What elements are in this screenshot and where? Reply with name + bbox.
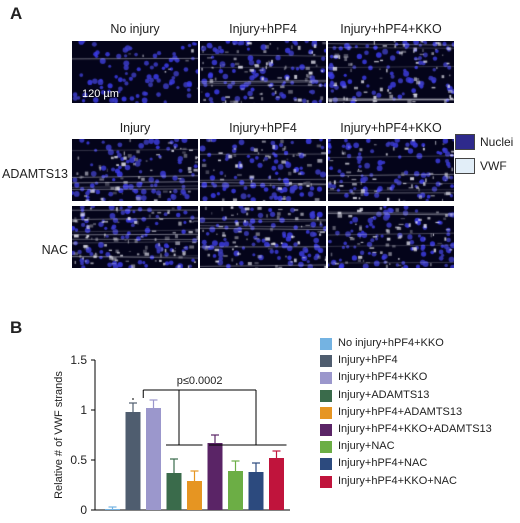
legend-label-3: Injury+ADAMTS13 bbox=[338, 388, 430, 401]
legend-label-7: Injury+hPF4+NAC bbox=[338, 457, 428, 470]
col-title-injury-hpf4-kko-2: Injury+hPF4+KKO bbox=[340, 121, 442, 135]
y-tick-label-1: 0.5 bbox=[70, 453, 87, 467]
key-swatch-vwf bbox=[455, 158, 475, 174]
legend-swatch-7 bbox=[320, 458, 332, 471]
bar-3 bbox=[166, 473, 182, 510]
micrograph-injury-hpf4 bbox=[200, 41, 326, 103]
bar-8 bbox=[269, 458, 284, 510]
key-label-nuclei: Nuclei bbox=[480, 135, 514, 149]
bar-0 bbox=[105, 509, 120, 510]
y-tick-label-0: 0 bbox=[80, 503, 87, 517]
bar-5 bbox=[207, 443, 223, 510]
legend-label-6: Injury+NAC bbox=[338, 440, 395, 453]
col-title-injury: Injury bbox=[119, 121, 151, 135]
bar-6 bbox=[228, 471, 243, 510]
y-axis-label: Relative # of VWF strands bbox=[53, 371, 65, 499]
y-tick-label-2: 1 bbox=[80, 403, 87, 417]
scale-bar-label: 120 µm bbox=[82, 88, 119, 100]
bar-4 bbox=[187, 481, 202, 510]
legend-swatch-6 bbox=[320, 441, 332, 454]
micrograph-injury-hpf4-kko bbox=[328, 41, 454, 103]
legend-swatch-2 bbox=[320, 372, 332, 385]
row-label-adamts13: ADAMTS13 bbox=[2, 167, 68, 181]
bar-1 bbox=[125, 412, 141, 510]
legend-swatch-5 bbox=[320, 424, 332, 436]
legend-label-8: Injury+hPF4+KKO+NAC bbox=[338, 474, 457, 487]
legend-label-1: Injury+hPF4 bbox=[338, 354, 398, 367]
bar-7 bbox=[248, 472, 264, 510]
y-tick-label-3: 1.5 bbox=[70, 353, 87, 367]
legend-swatch-8 bbox=[320, 475, 332, 488]
legend-label-2: Injury+hPF4+KKO bbox=[338, 371, 428, 384]
panel-b-letter: B bbox=[10, 318, 23, 337]
micrograph-adamts13-injury bbox=[72, 139, 198, 201]
micrograph-no-injury bbox=[72, 41, 198, 103]
micrograph-nac-injury bbox=[72, 206, 198, 268]
bar-2 bbox=[146, 408, 161, 510]
micrograph-nac-injury-hpf4 bbox=[200, 206, 326, 268]
panel-a-letter: A bbox=[10, 4, 23, 23]
col-title-injury-hpf4: Injury+hPF4 bbox=[229, 22, 297, 36]
legend-swatch-4 bbox=[320, 406, 332, 419]
p-value-annotation: p≤0.0002 bbox=[177, 375, 223, 387]
col-title-injury-hpf4-kko: Injury+hPF4+KKO bbox=[340, 22, 442, 36]
legend-swatch-3 bbox=[320, 389, 332, 402]
col-title-injury-hpf4-2: Injury+hPF4 bbox=[229, 121, 297, 135]
row-label-nac: NAC bbox=[41, 243, 68, 257]
micrograph-adamts13-injury-hpf4 bbox=[200, 139, 326, 201]
legend-label-0: No injury+hPF4+KKO bbox=[338, 337, 444, 349]
col-title-no-injury: No injury bbox=[110, 22, 160, 36]
key-swatch-nuclei bbox=[455, 134, 475, 150]
legend-label-4: Injury+hPF4+ADAMTS13 bbox=[338, 405, 463, 418]
legend-label-5: Injury+hPF4+KKO+ADAMTS13 bbox=[338, 423, 492, 435]
micrograph-adamts13-injury-hpf4-kko bbox=[328, 139, 454, 201]
legend-swatch-0 bbox=[320, 338, 332, 350]
micrograph-nac-injury-hpf4-kko bbox=[328, 206, 454, 268]
key-label-vwf: VWF bbox=[480, 159, 507, 173]
legend-swatch-1 bbox=[320, 355, 332, 368]
scale-bar bbox=[82, 104, 122, 106]
